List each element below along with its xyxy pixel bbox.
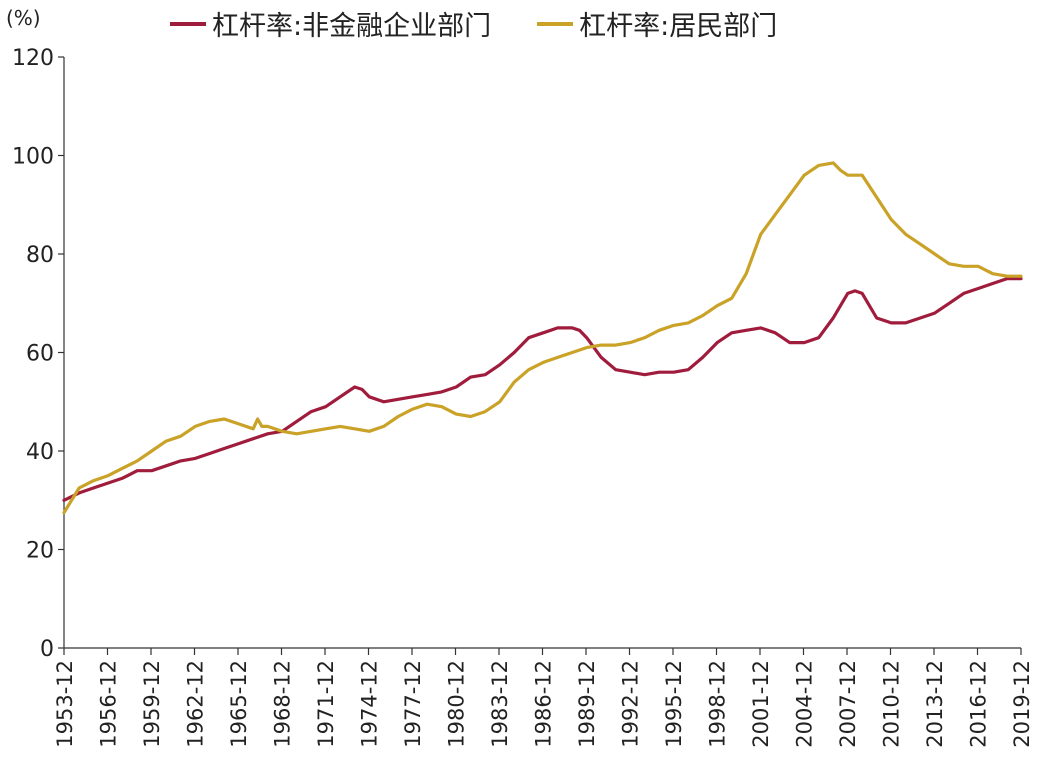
y-tick-label: 120 <box>12 46 54 71</box>
x-tick-label: 1992-12 <box>619 660 643 748</box>
legend-swatch-corporate <box>170 21 206 26</box>
x-tick-label: 1962-12 <box>184 660 208 748</box>
y-tick-label: 80 <box>26 243 54 268</box>
y-tick-label: 0 <box>40 637 54 662</box>
x-tick-label: 2010-12 <box>880 660 904 748</box>
x-tick-label: 1959-12 <box>140 660 164 748</box>
y-tick-label: 20 <box>26 539 54 564</box>
x-tick-label: 2016-12 <box>967 660 991 748</box>
x-tick-label: 1974-12 <box>358 660 382 748</box>
x-tick-label: 1968-12 <box>271 660 295 748</box>
legend-label-corporate: 杠杆率:非金融企业部门 <box>212 11 492 42</box>
x-tick-label: 1998-12 <box>706 660 730 748</box>
x-tick-label: 1986-12 <box>532 660 556 748</box>
legend-swatch-household <box>537 21 574 26</box>
x-tick-label: 2013-12 <box>923 660 947 748</box>
x-tick-label: 1983-12 <box>488 660 512 748</box>
x-tick-label: 1989-12 <box>575 660 599 748</box>
series-line-household <box>62 161 1023 515</box>
x-tick-label: 1977-12 <box>401 660 425 748</box>
legend-label-household: 杠杆率:居民部门 <box>579 11 778 42</box>
x-tick-label: 2007-12 <box>836 660 860 748</box>
x-tick-label: 1953-12 <box>53 660 77 748</box>
x-tick-label: 1980-12 <box>445 660 469 748</box>
series-line-corporate <box>62 277 1023 502</box>
x-tick-label: 2004-12 <box>793 660 817 748</box>
y-tick-label: 60 <box>26 342 54 367</box>
x-tick-label: 1995-12 <box>662 660 686 748</box>
legend: 杠杆率:非金融企业部门 杠杆率:居民部门 <box>170 4 823 43</box>
legend-item-corporate: 杠杆率:非金融企业部门 <box>170 4 491 43</box>
y-unit-label: (%) <box>6 6 41 30</box>
x-tick-label: 2019-12 <box>1010 660 1034 748</box>
y-tick-label: 40 <box>26 440 54 465</box>
y-tick-label: 100 <box>12 145 54 170</box>
legend-item-household: 杠杆率:居民部门 <box>537 4 777 43</box>
x-tick-label: 1956-12 <box>97 660 121 748</box>
x-tick-label: 1971-12 <box>314 660 338 748</box>
x-tick-label: 2001-12 <box>749 660 773 748</box>
x-tick-label: 1965-12 <box>227 660 251 748</box>
